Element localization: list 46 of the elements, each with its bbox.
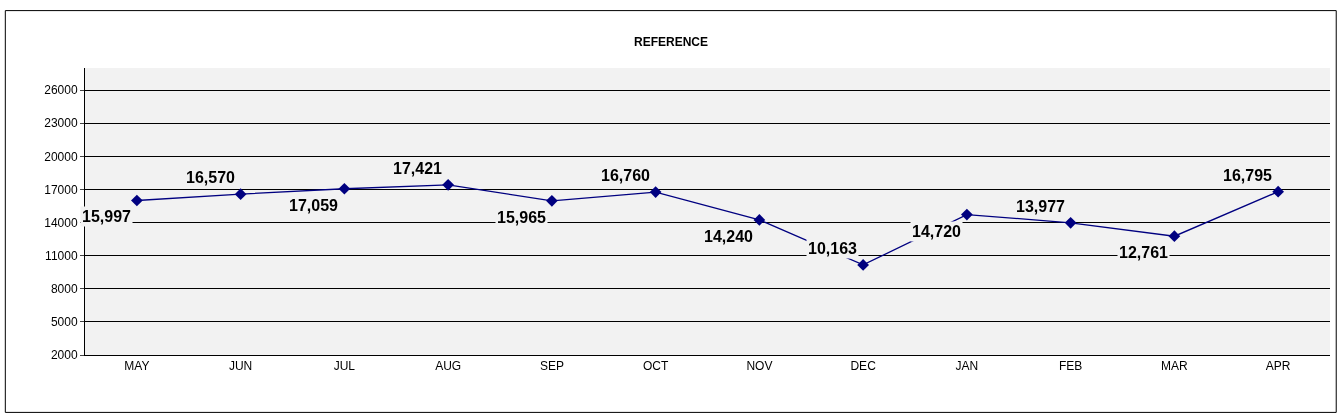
point	[338, 182, 351, 195]
y-tick-label: 23000	[44, 116, 78, 131]
x-tick-label: JUL	[333, 359, 356, 374]
point	[234, 188, 247, 201]
point	[1064, 216, 1077, 229]
x-tick-label: AUG	[435, 359, 462, 374]
y-tick-label: 2000	[50, 348, 78, 363]
x-tick-label: FEB	[1058, 359, 1083, 374]
x-tick-label: APR	[1265, 359, 1291, 374]
x-tick-label: JUN	[228, 359, 253, 374]
x-tick-label: NOV	[746, 359, 773, 374]
x-tick-label: MAY	[124, 359, 150, 374]
point	[1168, 230, 1181, 243]
x-tick-label: OCT	[642, 359, 669, 374]
y-tick-label: 26000	[44, 83, 78, 98]
data-label: 17,059	[289, 197, 339, 214]
y-tick-label: 17000	[44, 182, 78, 197]
point	[961, 208, 973, 221]
x-tick-label: MAR	[1161, 359, 1189, 374]
y-tick-label: 8000	[50, 281, 78, 296]
x-tick-label: DEC	[850, 359, 877, 374]
data-label: 17,421	[393, 160, 443, 177]
data-label: 13,977	[1016, 198, 1066, 215]
point	[546, 195, 558, 207]
data-label: 16,795	[1223, 167, 1273, 184]
y-tick-label: 14000	[44, 215, 78, 230]
data-label: 12,761	[1119, 244, 1169, 261]
y-tick-label: 5000	[50, 315, 78, 330]
chart-title: REFERENCE	[633, 34, 709, 49]
point	[649, 186, 662, 198]
data-label: 16,570	[186, 169, 236, 186]
point	[1272, 185, 1284, 198]
data-label: 16,760	[601, 167, 651, 184]
data-label: 14,240	[704, 228, 754, 245]
data-label: 10,163	[808, 240, 858, 257]
point	[753, 214, 766, 226]
y-tick-label: 11000	[45, 248, 78, 263]
data-label: 15,997	[82, 208, 132, 225]
y-tick-label: 20000	[44, 149, 78, 164]
data-label: 15,965	[497, 209, 547, 226]
x-tick-label: SEP	[539, 359, 564, 374]
x-tick-label: JAN	[955, 359, 979, 374]
data-label: 14,720	[912, 223, 962, 240]
point	[131, 194, 143, 207]
point	[857, 259, 869, 271]
point	[442, 178, 454, 191]
